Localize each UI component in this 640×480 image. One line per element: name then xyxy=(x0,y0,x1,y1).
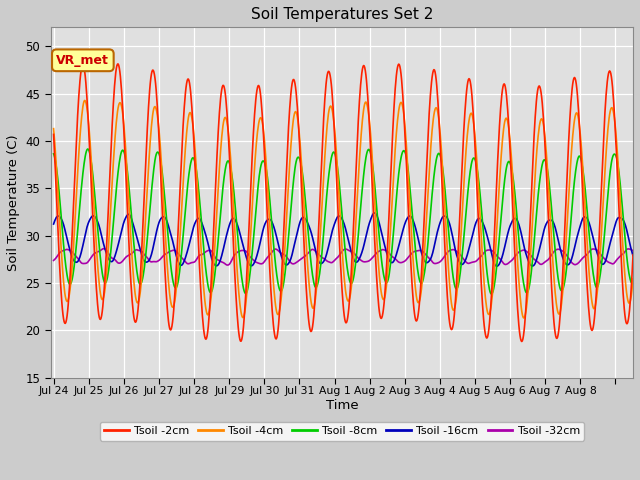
Y-axis label: Soil Temperature (C): Soil Temperature (C) xyxy=(7,134,20,271)
Legend: Tsoil -2cm, Tsoil -4cm, Tsoil -8cm, Tsoil -16cm, Tsoil -32cm: Tsoil -2cm, Tsoil -4cm, Tsoil -8cm, Tsoi… xyxy=(100,421,584,441)
Title: Soil Temperatures Set 2: Soil Temperatures Set 2 xyxy=(251,7,433,22)
Text: VR_met: VR_met xyxy=(56,54,109,67)
X-axis label: Time: Time xyxy=(326,399,358,412)
